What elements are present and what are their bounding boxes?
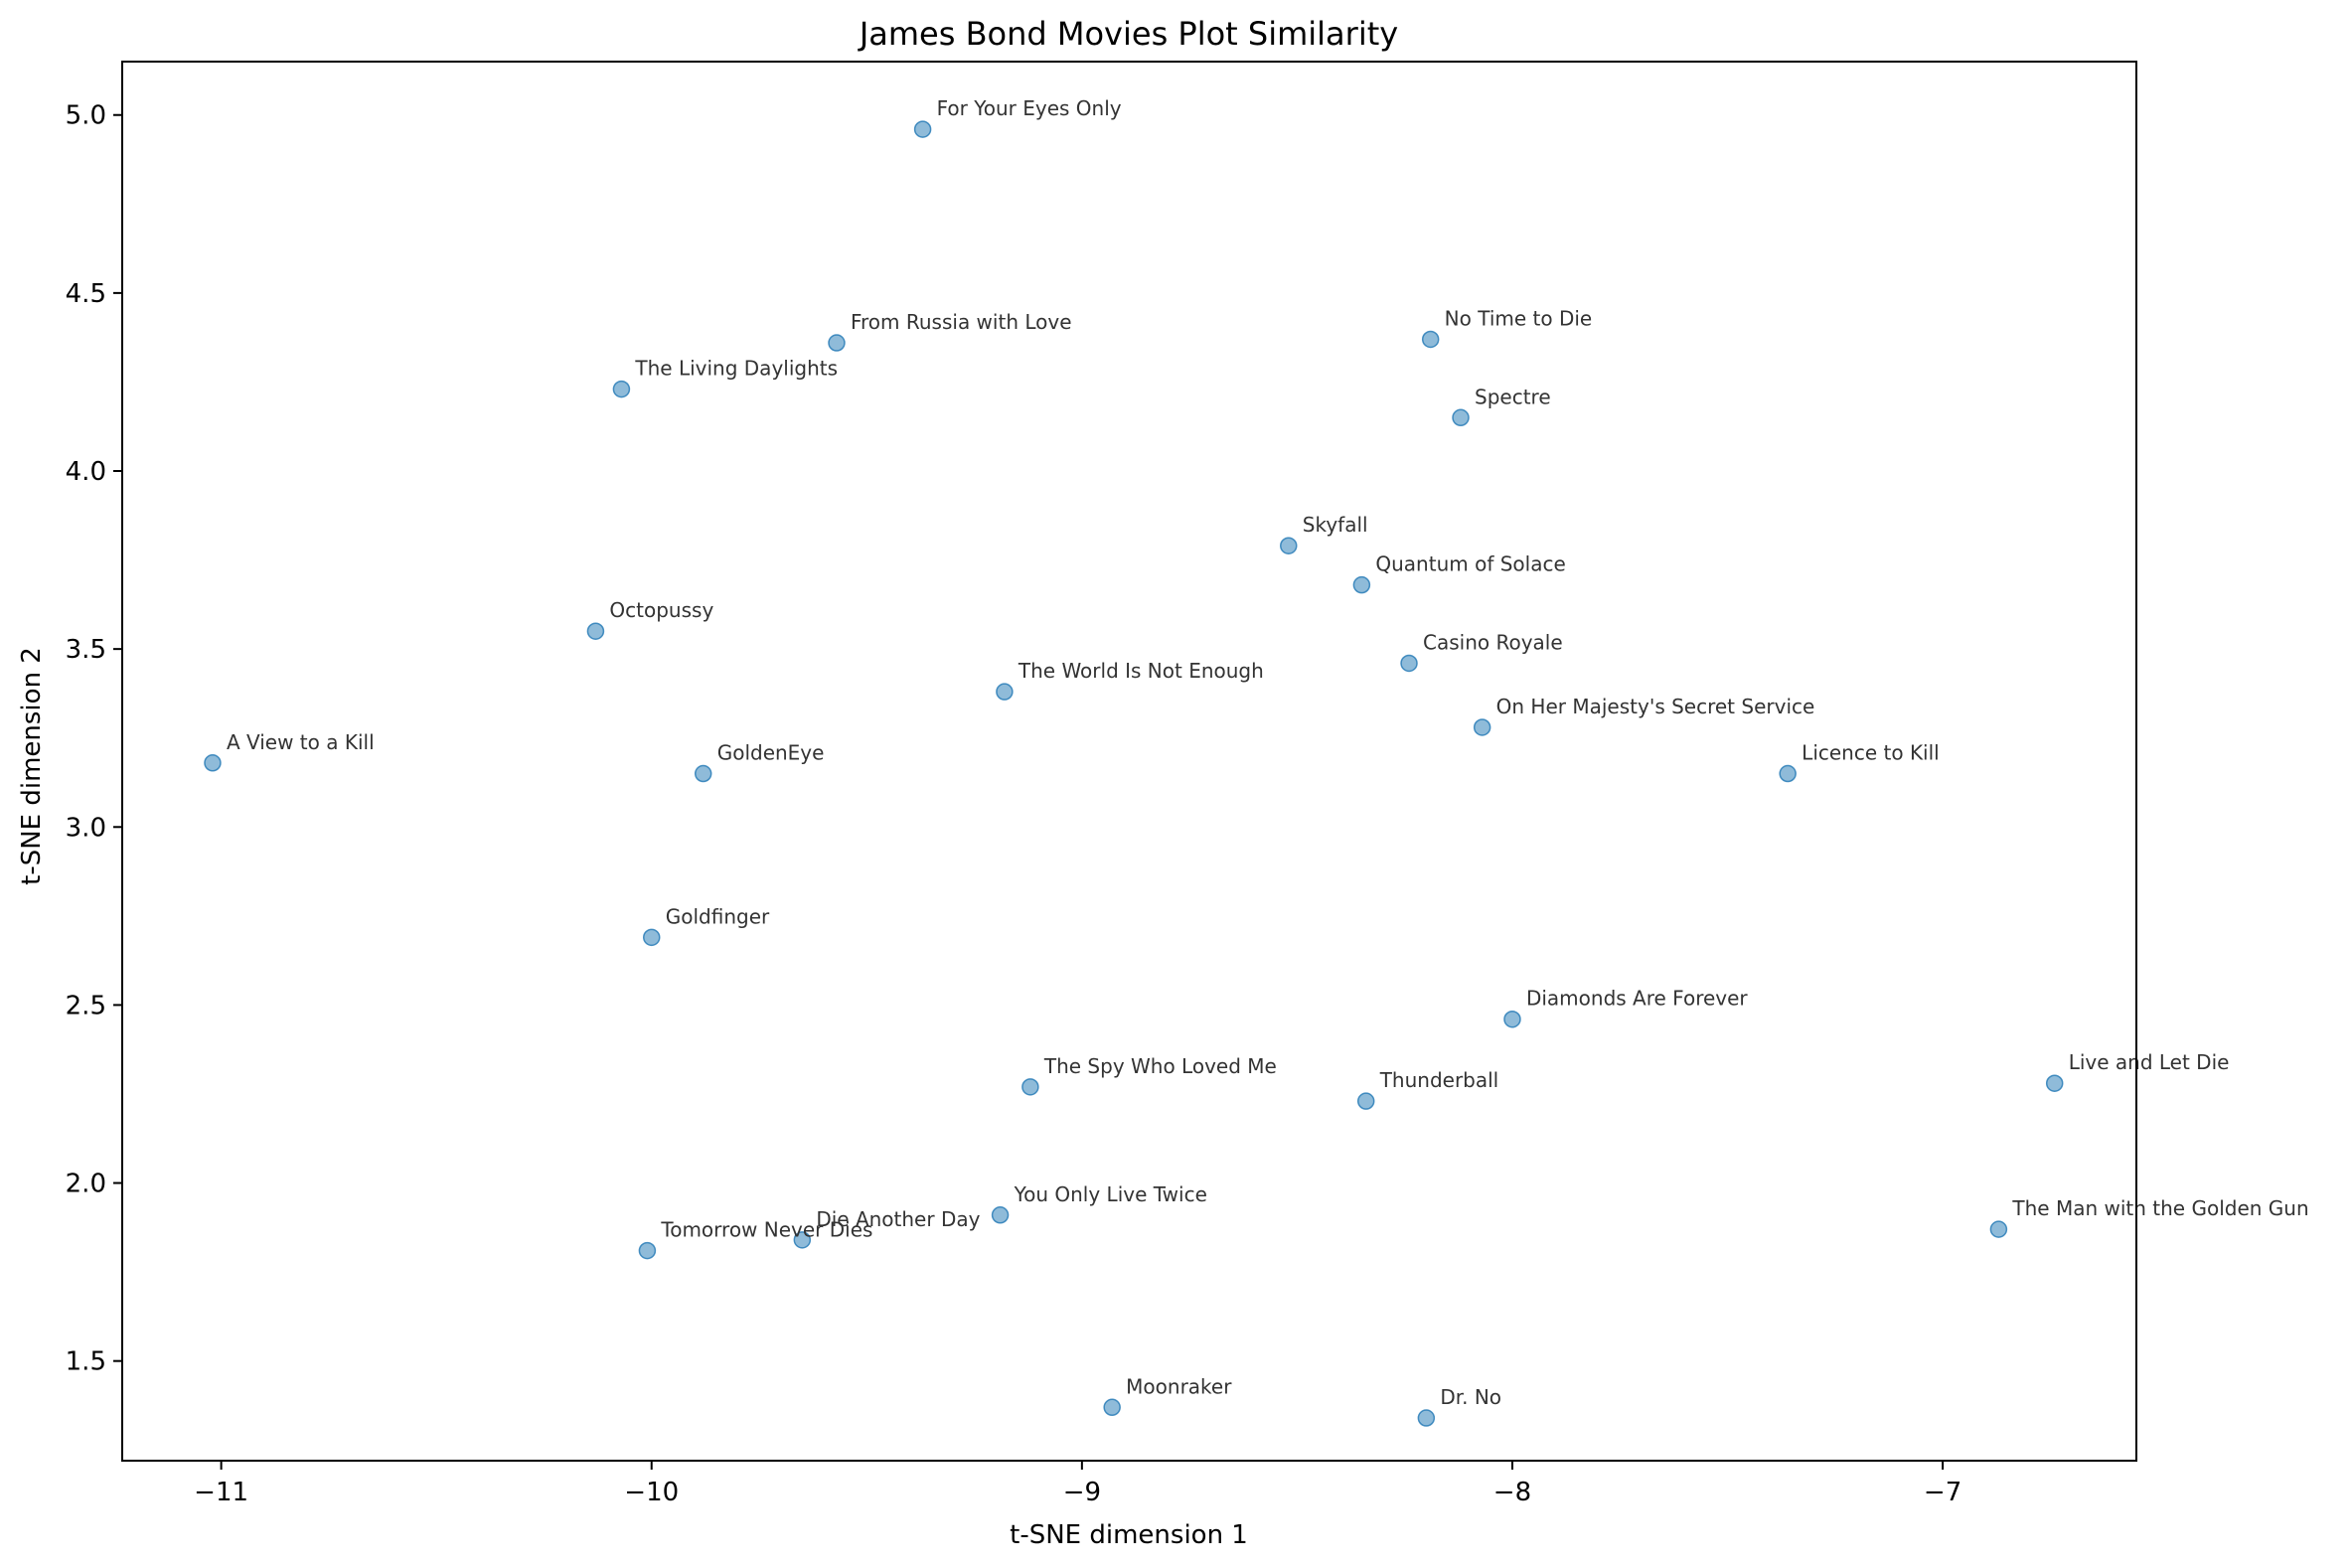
data-point bbox=[694, 764, 712, 783]
point-label: The Man with the Golden Gun bbox=[2011, 1196, 2308, 1220]
x-axis-label: t-SNE dimension 1 bbox=[1010, 1520, 1248, 1550]
point-label: From Russia with Love bbox=[851, 310, 1072, 334]
chart-title: James Bond Movies Plot Similarity bbox=[858, 15, 1398, 53]
y-axis: 1.5 2.0 2.5 3.0 3.5 4.0 4.5 5.0 bbox=[66, 101, 122, 1377]
point-label: Spectre bbox=[1475, 385, 1551, 408]
x-axis: −11 −10 −9 −8 −7 bbox=[194, 1461, 1961, 1507]
data-point bbox=[1400, 654, 1418, 673]
data-point bbox=[1473, 718, 1491, 736]
y-axis-label: t-SNE dimension 2 bbox=[17, 647, 47, 885]
point-label: Quantum of Solace bbox=[1375, 552, 1565, 576]
data-point bbox=[1779, 764, 1797, 783]
data-point bbox=[1352, 575, 1371, 594]
point-label: Die Another Day bbox=[816, 1207, 980, 1231]
point-label: You Only Live Twice bbox=[1014, 1182, 1207, 1206]
plot-frame bbox=[121, 61, 2137, 1462]
y-tick-label: 3.0 bbox=[66, 813, 106, 843]
data-point bbox=[2045, 1074, 2064, 1092]
x-tick-label: −11 bbox=[194, 1478, 248, 1507]
point-label: The Spy Who Loved Me bbox=[1043, 1054, 1277, 1078]
data-point bbox=[1503, 1010, 1521, 1028]
y-tick-label: 4.0 bbox=[66, 457, 106, 487]
data-point bbox=[612, 380, 631, 398]
data-point bbox=[642, 928, 661, 947]
y-tick-label: 5.0 bbox=[66, 101, 106, 131]
data-point bbox=[586, 622, 605, 640]
data-point bbox=[1280, 537, 1298, 554]
point-label: Diamonds Are Forever bbox=[1526, 987, 1748, 1011]
point-label: Skyfall bbox=[1303, 513, 1368, 537]
data-point bbox=[204, 754, 222, 772]
data-point bbox=[996, 683, 1014, 701]
data-point bbox=[991, 1206, 1010, 1224]
point-label: For Your Eyes Only bbox=[937, 96, 1122, 120]
plot-area: For Your Eyes Only From Russia with Love T… bbox=[121, 61, 2309, 1462]
x-tick-label: −9 bbox=[1063, 1478, 1101, 1507]
point-label: No Time to Die bbox=[1445, 306, 1593, 330]
point-label: Tomorrow Never Dies bbox=[660, 1218, 872, 1242]
point-label: Live and Let Die bbox=[2069, 1050, 2230, 1074]
data-point bbox=[913, 120, 932, 138]
data-point bbox=[1021, 1078, 1039, 1096]
point-label: Licence to Kill bbox=[1802, 741, 1940, 765]
data-point bbox=[1417, 1409, 1436, 1427]
y-tick-label: 3.5 bbox=[66, 635, 106, 665]
data-point bbox=[1452, 408, 1470, 427]
point-label: Goldfinger bbox=[666, 904, 770, 928]
data-point bbox=[828, 334, 846, 352]
x-tick-label: −7 bbox=[1924, 1478, 1961, 1507]
point-label: Casino Royale bbox=[1423, 630, 1563, 654]
point-label: The World Is Not Enough bbox=[1018, 659, 1264, 683]
point-label: Moonraker bbox=[1126, 1374, 1232, 1398]
data-point bbox=[638, 1241, 657, 1260]
y-tick-label: 4.5 bbox=[66, 279, 106, 309]
point-label: On Her Majesty's Secret Service bbox=[1496, 695, 1815, 718]
data-point bbox=[1989, 1220, 2008, 1238]
y-tick-label: 1.5 bbox=[66, 1347, 106, 1377]
data-point bbox=[1356, 1092, 1375, 1110]
data-point bbox=[1421, 330, 1440, 349]
data-point bbox=[1103, 1398, 1121, 1417]
data-point bbox=[793, 1231, 812, 1249]
x-tick-label: −10 bbox=[624, 1478, 679, 1507]
y-tick-label: 2.5 bbox=[66, 991, 106, 1020]
point-label: A View to a Kill bbox=[227, 730, 375, 754]
point-label: The Living Daylights bbox=[634, 357, 838, 381]
y-tick-label: 2.0 bbox=[66, 1170, 106, 1199]
point-label: Thunderball bbox=[1379, 1068, 1499, 1092]
x-tick-label: −8 bbox=[1493, 1478, 1531, 1507]
point-label: Dr. No bbox=[1440, 1385, 1501, 1409]
point-label: Octopussy bbox=[609, 598, 713, 622]
point-label: GoldenEye bbox=[717, 741, 825, 765]
